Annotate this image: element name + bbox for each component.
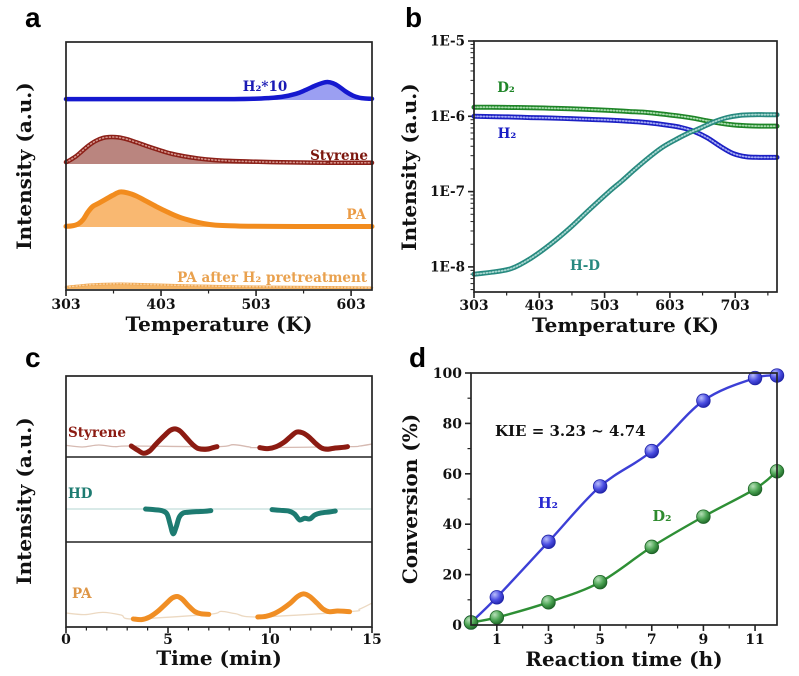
y-tick-label: 1E-7: [430, 184, 465, 200]
y-tick-label: 0: [452, 618, 462, 634]
trace-label: Styrene: [68, 425, 126, 441]
x-tick-label: 10: [260, 632, 280, 648]
trace-label: PA after H₂ pretreatment: [177, 270, 368, 286]
x-tick-label: 5: [595, 632, 605, 648]
trace-Styrene: [63, 134, 375, 166]
x-tick-label: 703: [721, 298, 750, 314]
plot-frame: [473, 40, 778, 293]
x-tick-label: 0: [61, 632, 71, 648]
x-axis: 0 5 10 15: [61, 627, 382, 648]
y-tick-label: 20: [443, 568, 463, 584]
y-tick-label: 80: [443, 416, 463, 432]
x-tick-label: 303: [459, 298, 488, 314]
series-label: H-D: [570, 258, 600, 274]
x-tick-label: 11: [745, 632, 764, 648]
trace-H₂*10: [63, 79, 375, 102]
panel-d-chart: 0 20 40 60 80 100 H₂ D₂ KIE = 3.23 ~ 4.74 1 3 5 7 9 11…: [400, 366, 785, 671]
x-axis: 303 403 503 603 703: [459, 292, 769, 314]
plot-frame: [65, 375, 373, 628]
x-tick-label: 503: [590, 298, 619, 314]
y-axis-title: Conversion (%): [400, 414, 422, 584]
x-tick-label: 9: [699, 632, 709, 648]
series-label: H₂: [498, 126, 517, 142]
panel-letter-a: a: [25, 2, 41, 33]
panel-a-chart: H₂*10 Styrene PA PA after H₂ pretreatment 30…: [12, 41, 375, 336]
data-point: [541, 595, 556, 610]
panel-letter-b: b: [405, 2, 423, 33]
series-D₂: [463, 464, 785, 630]
trace-PA after H₂ pretreatment: [64, 282, 374, 290]
x-tick-label: 603: [336, 297, 365, 313]
data-point: [747, 370, 763, 386]
x-axis-title: Temperature (K): [532, 313, 719, 337]
panel-letter-d: d: [409, 342, 427, 373]
y-tick-label: 1E-5: [430, 34, 465, 50]
y-axis-title: Intensity (a.u.): [400, 83, 421, 250]
x-tick-label: 1: [492, 632, 502, 648]
trace-label: H₂*10: [243, 79, 288, 95]
trace-Styrene: [65, 426, 373, 456]
y-tick-label: 1E-8: [430, 259, 465, 275]
plot-frame: [65, 41, 373, 291]
x-tick-label: 603: [655, 298, 684, 314]
data-point: [747, 481, 763, 497]
series-D₂: [471, 104, 780, 129]
series-label: H₂: [538, 495, 558, 512]
series-label: D₂: [497, 80, 515, 96]
x-tick-label: 403: [146, 297, 175, 313]
x-axis-title: Time (min): [156, 646, 282, 670]
series-label: D₂: [653, 508, 672, 525]
y-axis: 0 20 40 60 80 100: [433, 366, 471, 634]
panel-b-chart: 1E-5 1E-6 1E-7 1E-8 D₂ H₂ H-D 303 403 503 603 703Te…: [400, 34, 780, 337]
trace-PA: [65, 591, 373, 623]
x-axis: 1 3 5 7 9 11: [492, 625, 765, 648]
x-tick-label: 5: [163, 632, 173, 648]
data-point: [592, 574, 608, 590]
data-point: [592, 479, 608, 494]
data-point: [489, 610, 505, 625]
kie-annotation: KIE = 3.23 ~ 4.74: [495, 422, 646, 440]
plot-frame: [470, 372, 778, 626]
trace-label: Styrene: [310, 148, 368, 164]
x-tick-label: 3: [544, 632, 554, 648]
trace-label: PA: [346, 207, 366, 223]
panel-c-chart: Styrene HD PA 0 5 10 15 Time (min) Intensity (a.…: [12, 375, 382, 670]
x-tick-label: 403: [525, 298, 554, 314]
series-H-D: [471, 112, 780, 277]
trace-label: PA: [72, 586, 92, 602]
y-tick-label: 40: [443, 517, 463, 533]
data-point: [644, 539, 659, 555]
trace-label: HD: [68, 486, 93, 502]
x-tick-label: 303: [51, 297, 80, 313]
y-axis: 1E-5 1E-6 1E-7 1E-8: [430, 34, 474, 291]
y-axis-title: Intensity (a.u.): [12, 417, 36, 584]
data-point: [541, 534, 556, 550]
x-axis-title: Temperature (K): [126, 312, 313, 336]
trace-PA: [63, 189, 375, 230]
data-point: [644, 443, 659, 459]
x-axis-title: Reaction time (h): [525, 647, 722, 671]
y-axis-title: Intensity (a.u.): [12, 82, 36, 249]
y-tick-label: 100: [433, 366, 462, 382]
y-tick-label: 1E-6: [430, 109, 465, 125]
x-axis: 303 403 503 603: [51, 290, 366, 313]
x-tick-label: 15: [362, 632, 381, 648]
data-point: [696, 393, 711, 408]
data-point: [489, 590, 505, 605]
x-tick-label: 7: [647, 632, 657, 648]
series-H₂: [471, 113, 780, 160]
trace-HD: [66, 506, 372, 537]
x-tick-label: 503: [241, 297, 270, 313]
y-tick-label: 60: [443, 467, 463, 483]
data-point: [696, 509, 711, 524]
panel-letter-c: c: [25, 342, 41, 373]
